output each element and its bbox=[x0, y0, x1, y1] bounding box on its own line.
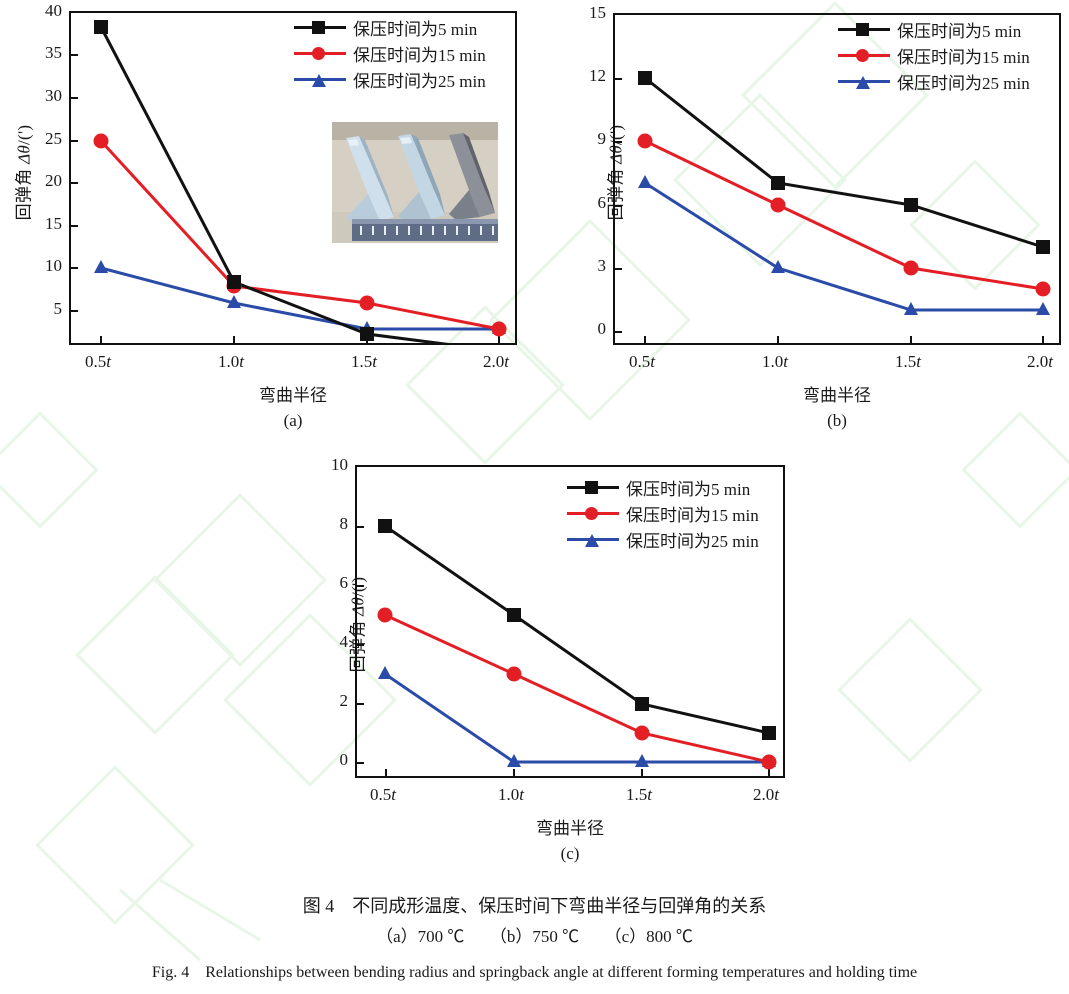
legend-item-5min: 保压时间为5 min bbox=[838, 16, 1030, 42]
legend-item-15min: 保压时间为15 min bbox=[567, 500, 759, 526]
bent-parts-photo bbox=[332, 122, 498, 243]
legend-marker-square-black bbox=[838, 22, 890, 36]
legend-marker-triangle-blue bbox=[838, 74, 890, 89]
panel-c: 回弹角 Δθ/(') 10 8 6 4 2 0 bbox=[287, 452, 811, 897]
panel-b-y-ticks: 15 12 9 6 3 0 bbox=[589, 3, 606, 338]
panel-a-legend: 保压时间为5 min 保压时间为15 min 保压时间为25 min bbox=[294, 14, 486, 92]
legend-item-15min: 保压时间为15 min bbox=[838, 42, 1030, 68]
panel-c-x-axis-label: 弯曲半径 bbox=[536, 819, 604, 838]
legend-item-25min: 保压时间为25 min bbox=[567, 526, 759, 552]
panel-a-x-axis-label: 弯曲半径 bbox=[259, 386, 327, 405]
legend-label-15min: 保压时间为15 min bbox=[353, 45, 486, 65]
legend-label-15min: 保压时间为15 min bbox=[897, 47, 1030, 67]
legend-marker-triangle-blue bbox=[294, 72, 346, 87]
legend-label-25min: 保压时间为25 min bbox=[353, 71, 486, 91]
legend-item-25min: 保压时间为25 min bbox=[294, 66, 486, 92]
panel-c-sub-label: (c) bbox=[560, 844, 580, 863]
figure-caption-en: Fig. 4 Relationships between bending rad… bbox=[151, 964, 918, 981]
legend-label-5min: 保压时间为5 min bbox=[897, 21, 1022, 41]
panel-a: 回弹角 Δθ/(') 40 35 30 25 20 15 10 5 bbox=[0, 0, 540, 445]
panel-c-y-ticks: 10 8 6 4 2 0 bbox=[331, 455, 348, 769]
panel-b-x-axis-label: 弯曲半径 bbox=[803, 386, 871, 405]
legend-marker-square-black bbox=[294, 20, 346, 34]
legend-marker-circle-red bbox=[838, 48, 890, 62]
legend-marker-triangle-blue bbox=[567, 532, 619, 547]
legend-marker-circle-red bbox=[294, 46, 346, 60]
legend-label-5min: 保压时间为5 min bbox=[626, 479, 751, 499]
legend-label-25min: 保压时间为25 min bbox=[897, 73, 1030, 93]
figure-caption-subpanels: （a）700 ℃ （b）750 ℃ （c）800 ℃ bbox=[376, 927, 693, 946]
panel-b: 回弹角 Δθ/(') 15 12 9 6 3 0 bbox=[545, 0, 1069, 445]
legend-item-5min: 保压时间为5 min bbox=[294, 14, 486, 40]
legend-label-5min: 保压时间为5 min bbox=[353, 19, 478, 39]
panel-b-legend: 保压时间为5 min 保压时间为15 min 保压时间为25 min bbox=[838, 16, 1030, 94]
legend-marker-circle-red bbox=[567, 506, 619, 520]
legend-item-5min: 保压时间为5 min bbox=[567, 474, 759, 500]
panel-b-sub-label: (b) bbox=[827, 411, 847, 430]
legend-item-15min: 保压时间为15 min bbox=[294, 40, 486, 66]
panel-c-legend: 保压时间为5 min 保压时间为15 min 保压时间为25 min bbox=[567, 474, 759, 552]
legend-marker-square-black bbox=[567, 480, 619, 494]
panel-a-sub-label: (a) bbox=[283, 411, 303, 430]
panel-c-series-lines bbox=[377, 519, 777, 770]
figure-caption-cn: 图 4 不同成形温度、保压时间下弯曲半径与回弹角的关系 bbox=[302, 896, 767, 916]
legend-label-15min: 保压时间为15 min bbox=[626, 505, 759, 525]
panel-a-y-ticks: 40 35 30 25 20 15 10 5 bbox=[45, 1, 62, 318]
legend-label-25min: 保压时间为25 min bbox=[626, 531, 759, 551]
legend-item-25min: 保压时间为25 min bbox=[838, 68, 1030, 94]
